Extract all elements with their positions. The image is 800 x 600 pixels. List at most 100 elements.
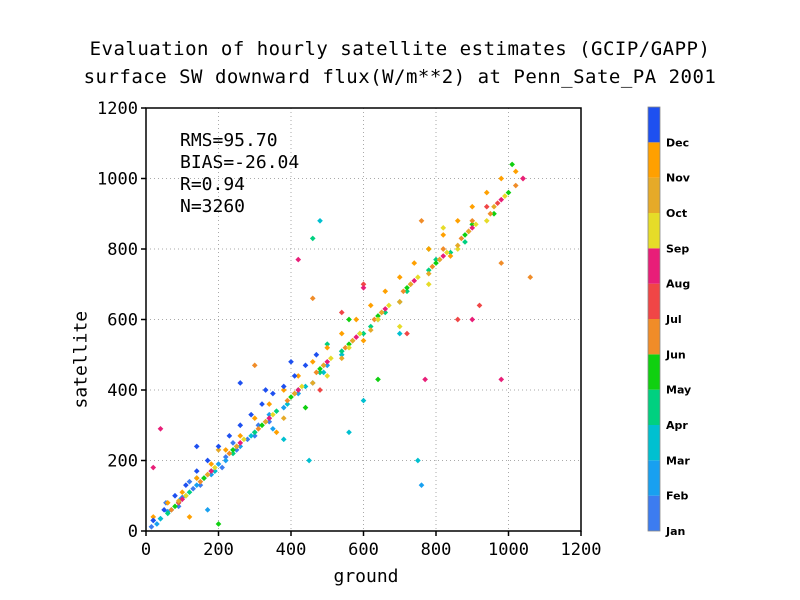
- data-point: [396, 323, 403, 330]
- data-point: [313, 369, 320, 376]
- data-point: [433, 256, 439, 263]
- data-point: [302, 404, 309, 411]
- legend-swatch: [648, 354, 660, 390]
- data-point: [371, 316, 378, 323]
- y-tick-label: 200: [107, 452, 138, 472]
- data-point: [255, 425, 262, 432]
- data-point: [483, 217, 490, 224]
- stat-bias: BIAS=-26.04: [180, 152, 300, 173]
- data-point: [255, 422, 262, 429]
- data-point: [404, 330, 410, 337]
- data-point: [193, 468, 200, 474]
- data-point: [208, 468, 215, 474]
- data-point: [415, 457, 421, 464]
- data-point: [411, 277, 418, 284]
- data-point: [186, 489, 193, 496]
- data-point: [415, 274, 421, 281]
- chart-subtitle: surface SW downward flux(W/m**2) at Penn…: [83, 66, 717, 88]
- data-point: [266, 411, 273, 418]
- data-point: [429, 263, 436, 270]
- data-point: [512, 168, 519, 175]
- legend-label: Jul: [665, 313, 682, 326]
- data-point: [295, 256, 302, 263]
- data-point: [270, 425, 276, 432]
- data-point: [251, 415, 258, 422]
- data-point: [299, 383, 305, 390]
- data-point: [266, 415, 273, 422]
- data-point: [280, 387, 287, 393]
- data-point: [237, 422, 244, 429]
- data-point: [498, 175, 505, 182]
- data-point: [324, 358, 331, 365]
- data-point: [309, 358, 316, 365]
- data-point: [338, 330, 345, 337]
- data-point: [302, 362, 309, 369]
- data-point: [317, 366, 323, 372]
- legend-swatch: [648, 177, 660, 213]
- data-point: [509, 161, 515, 168]
- data-point: [494, 200, 501, 207]
- data-point: [440, 225, 447, 231]
- data-point: [237, 432, 244, 439]
- data-point: [491, 210, 497, 217]
- data-point: [226, 450, 233, 457]
- data-point: [215, 461, 222, 467]
- y-tick-label: 1200: [97, 99, 138, 119]
- data-point: [360, 281, 367, 288]
- data-point: [473, 221, 479, 228]
- data-point: [291, 373, 298, 379]
- x-tick-label: 0: [141, 540, 151, 560]
- data-point: [175, 498, 182, 504]
- data-point: [295, 373, 302, 379]
- legend-frame: [647, 106, 661, 532]
- data-point: [280, 383, 287, 390]
- data-point: [266, 418, 273, 425]
- data-point: [193, 443, 200, 450]
- data-point: [436, 256, 443, 263]
- data-point: [425, 281, 432, 288]
- data-point: [349, 337, 356, 344]
- data-point: [375, 313, 381, 319]
- chart-title: Evaluation of hourly satellite estimates…: [89, 38, 711, 60]
- y-tick-label: 400: [107, 381, 138, 401]
- data-point: [338, 351, 345, 358]
- x-tick-label: 1200: [561, 540, 602, 560]
- stat-n: N=3260: [180, 196, 246, 217]
- data-point: [346, 429, 352, 436]
- data-point: [222, 447, 229, 453]
- data-point: [378, 309, 385, 316]
- x-tick-label: 800: [421, 540, 452, 560]
- data-point: [447, 253, 454, 259]
- data-point: [219, 464, 225, 471]
- data-point: [172, 503, 178, 510]
- data-point: [175, 503, 182, 510]
- data-point: [386, 302, 392, 309]
- legend-label: Oct: [666, 207, 687, 220]
- legend-label: Mar: [666, 454, 690, 467]
- data-point: [212, 464, 218, 471]
- data-point: [179, 489, 186, 496]
- data-point: [288, 358, 294, 365]
- stat-r: R=0.94: [180, 174, 246, 195]
- y-tick-label: 1000: [97, 170, 138, 190]
- data-point: [212, 468, 218, 474]
- data-point: [444, 249, 450, 256]
- data-point: [527, 274, 534, 281]
- data-point: [360, 284, 367, 291]
- data-point: [440, 232, 447, 238]
- legend-label: Sep: [666, 242, 689, 255]
- data-point: [422, 376, 428, 383]
- data-point: [150, 464, 157, 471]
- data-point: [237, 443, 244, 450]
- stat-rms: RMS=95.70: [180, 130, 278, 151]
- data-point: [273, 408, 280, 414]
- data-point: [164, 510, 171, 517]
- y-tick-label: 600: [107, 311, 138, 331]
- legend-label: Apr: [666, 419, 688, 432]
- x-tick-label: 200: [203, 540, 234, 560]
- data-point: [302, 383, 309, 390]
- data-point: [404, 284, 410, 291]
- data-point: [487, 210, 494, 217]
- data-point: [204, 507, 211, 513]
- data-point: [204, 471, 211, 478]
